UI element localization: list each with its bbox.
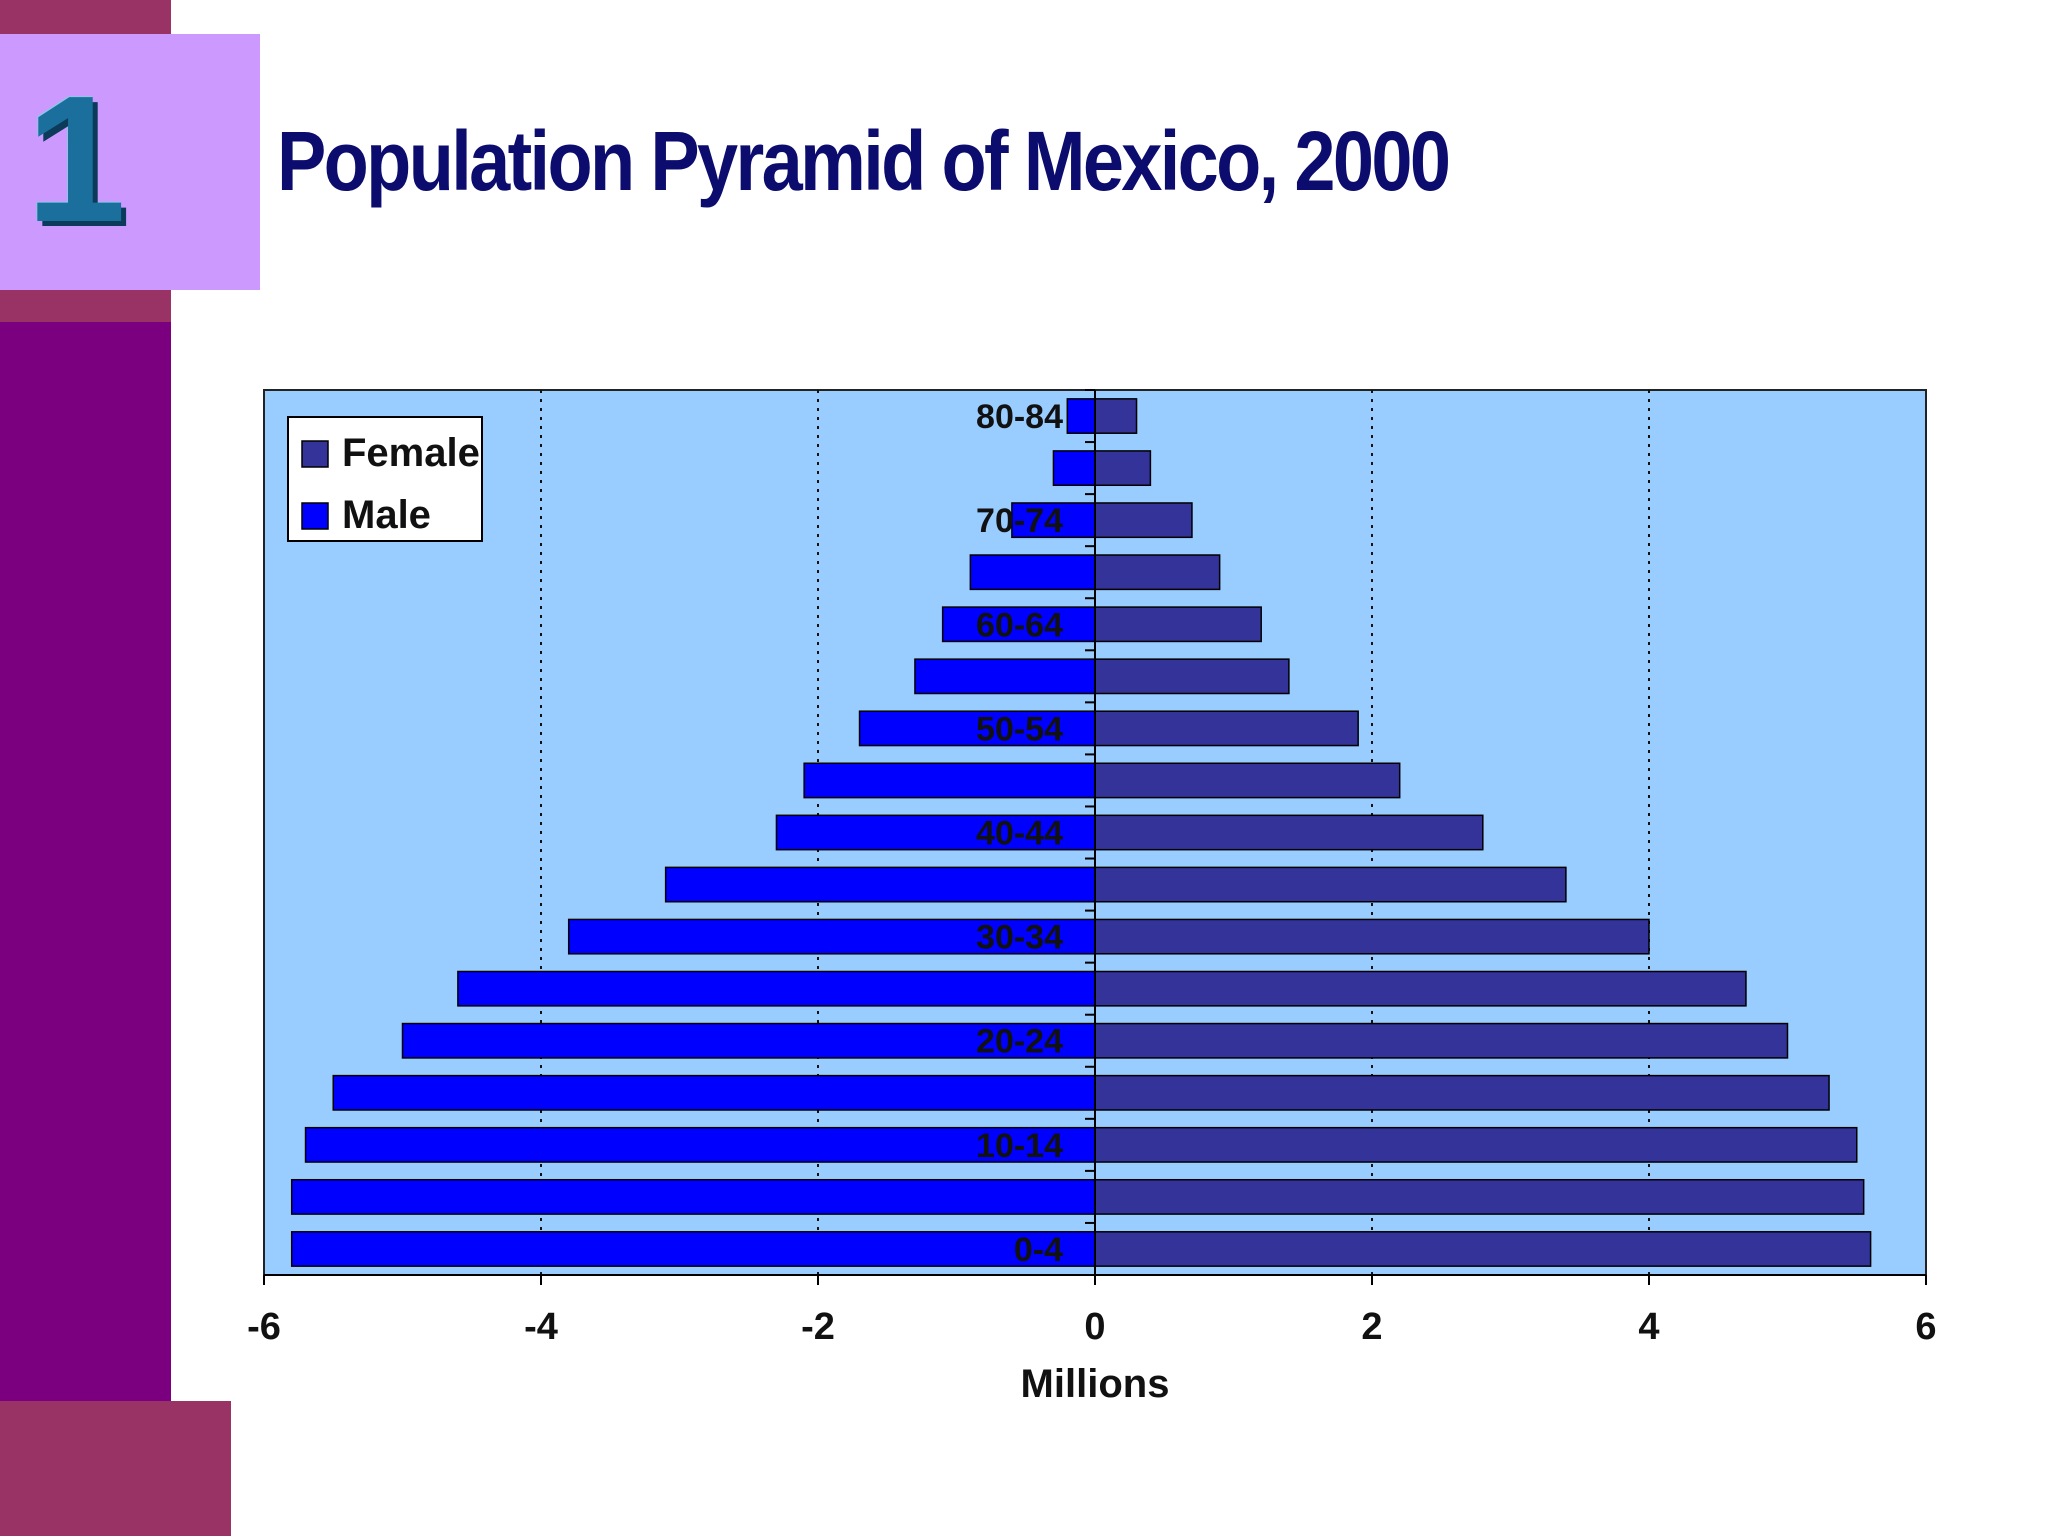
x-tick-label: 0	[1084, 1306, 1105, 1348]
bar-male-55-59	[914, 658, 1096, 695]
x-tick-label: 6	[1915, 1306, 1936, 1348]
x-axis-title: Millions	[1021, 1362, 1170, 1406]
legend-label-male: Male	[342, 493, 431, 537]
bar-female-60-64	[1094, 606, 1262, 643]
bar-male-5-9	[290, 1178, 1096, 1215]
x-tick-label: 2	[1361, 1306, 1382, 1348]
bar-female-55-59	[1094, 658, 1290, 695]
bars	[290, 398, 1872, 1267]
bar-male-45-49	[803, 762, 1096, 799]
bar-male-10-14	[304, 1126, 1096, 1163]
bar-male-60-64	[941, 606, 1096, 643]
bar-female-15-19	[1094, 1074, 1830, 1111]
bar-female-80-84	[1094, 398, 1138, 434]
x-tick-label: -4	[524, 1306, 558, 1348]
bar-male-80-84	[1066, 398, 1096, 434]
bar-male-30-34	[567, 918, 1096, 955]
bar-female-20-24	[1094, 1022, 1789, 1059]
x-tick-label: 4	[1638, 1306, 1659, 1348]
x-tick-label: -2	[801, 1306, 835, 1348]
bar-female-25-29	[1094, 970, 1747, 1007]
category-label: 50-54	[976, 710, 1063, 748]
accent-stripe-top	[0, 0, 171, 34]
bar-male-25-29	[457, 970, 1096, 1007]
bar-male-15-19	[332, 1074, 1096, 1111]
bar-female-65-69	[1094, 554, 1221, 591]
bar-female-50-54	[1094, 710, 1359, 747]
category-label: 0-4	[1014, 1231, 1063, 1269]
category-label: 30-34	[976, 919, 1063, 957]
slide-number-box	[0, 34, 260, 290]
x-tick-labels: -6 -4 -2 0 2 4 6	[247, 1306, 1936, 1348]
axes	[263, 389, 1927, 1285]
bar-male-20-24	[401, 1022, 1096, 1059]
bar-male-35-39	[664, 866, 1096, 903]
bar-female-35-39	[1094, 866, 1567, 903]
legend-label-female: Female	[342, 431, 480, 475]
category-labels: 0-4 10-14 20-24 30-34 40-44 50-54 60-64 70-74 80…	[976, 398, 1063, 1269]
legend: Female Male	[287, 416, 483, 542]
accent-block-bottom	[0, 1401, 231, 1536]
bar-female-70-74	[1094, 502, 1193, 539]
category-label: 80-84	[976, 398, 1063, 436]
category-label: 20-24	[976, 1023, 1063, 1061]
slide-number: 1	[26, 59, 127, 260]
legend-swatch-male	[301, 502, 329, 530]
category-label: 10-14	[976, 1127, 1063, 1165]
bar-male-75-79	[1052, 450, 1096, 487]
slide-title: Population Pyramid of Mexico, 2000	[277, 114, 1451, 208]
bar-male-0-4	[290, 1231, 1096, 1267]
bar-male-65-69	[969, 554, 1096, 591]
bar-female-40-44	[1094, 814, 1484, 851]
bar-female-0-4	[1094, 1231, 1872, 1267]
category-label: 60-64	[976, 606, 1063, 644]
accent-stripe-middle	[0, 290, 171, 322]
bar-female-30-34	[1094, 918, 1650, 955]
legend-swatch-female	[301, 440, 329, 468]
bar-female-45-49	[1094, 762, 1401, 799]
category-label: 40-44	[976, 815, 1063, 853]
category-label: 70-74	[976, 502, 1063, 540]
x-tick-label: -6	[247, 1306, 281, 1348]
bar-female-10-14	[1094, 1126, 1858, 1163]
bar-female-5-9	[1094, 1178, 1865, 1215]
bar-female-75-79	[1094, 450, 1152, 487]
